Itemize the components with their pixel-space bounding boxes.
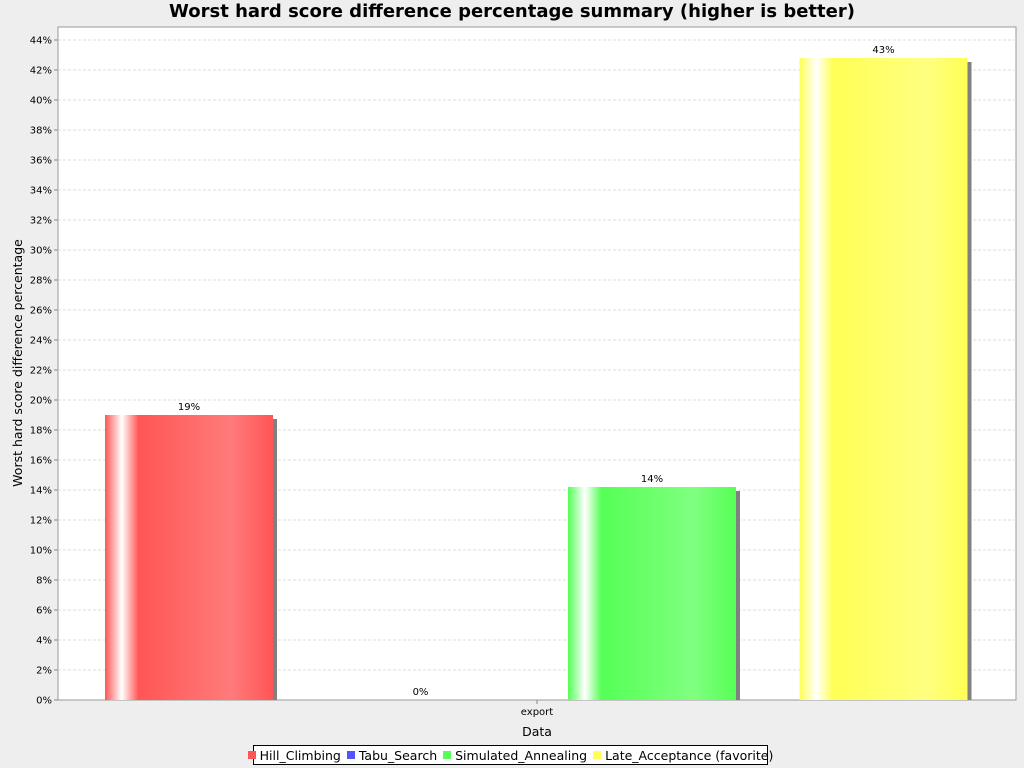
y-tick-label: 26% bbox=[30, 306, 52, 317]
data-label: 19% bbox=[178, 402, 200, 413]
data-label: 0% bbox=[413, 687, 429, 698]
y-tick-label: 40% bbox=[30, 96, 52, 107]
y-axis: 0% 2% 4% 6% 8% 10% 12% 14% 16% 18% 20% 22% 24% 26% 28%… bbox=[30, 36, 554, 719]
legend-swatch bbox=[247, 751, 256, 759]
bar-simulated-annealing bbox=[568, 487, 736, 700]
chart-title: Worst hard score difference percentage s… bbox=[169, 1, 855, 22]
bar-late-acceptance-favorite- bbox=[799, 58, 968, 700]
y-tick-label: 24% bbox=[30, 336, 52, 347]
legend-item: Simulated_Annealing bbox=[443, 748, 587, 763]
y-tick-label: 16% bbox=[30, 456, 52, 467]
y-tick-label: 22% bbox=[30, 366, 52, 377]
legend-label: Simulated_Annealing bbox=[455, 747, 588, 763]
y-tick-label: 6% bbox=[36, 606, 52, 617]
legend-swatch bbox=[443, 751, 452, 759]
bars: 19% 0% 14% 43% bbox=[105, 45, 972, 700]
y-tick-label: 4% bbox=[36, 636, 52, 647]
legend: Hill_Climbing Tabu_Search Simulated_Anneal… bbox=[247, 745, 773, 765]
bar-hill-climbing bbox=[105, 415, 273, 700]
y-tick-label: 44% bbox=[30, 36, 52, 47]
y-tick-label: 42% bbox=[30, 66, 52, 77]
legend-label: Hill_Climbing bbox=[259, 747, 341, 763]
y-tick-label: 12% bbox=[30, 516, 52, 527]
y-tick-label: 28% bbox=[30, 276, 52, 287]
y-tick-label: 32% bbox=[30, 216, 52, 227]
legend-item: Late_Acceptance (favorite) bbox=[593, 748, 773, 763]
y-tick-label: 10% bbox=[30, 546, 52, 557]
y-tick-label: 14% bbox=[30, 486, 52, 497]
legend-label: Late_Acceptance (favorite) bbox=[605, 747, 774, 763]
legend-item: Tabu_Search bbox=[346, 747, 438, 763]
y-tick-label: 30% bbox=[30, 246, 52, 257]
data-label: 14% bbox=[641, 474, 663, 485]
legend-swatch bbox=[593, 751, 602, 759]
y-tick-label: 18% bbox=[30, 426, 52, 437]
legend-label: Tabu_Search bbox=[358, 747, 438, 763]
x-axis-label: Data bbox=[522, 724, 552, 739]
y-tick-label: 0% bbox=[36, 696, 52, 707]
y-tick-label: 20% bbox=[30, 396, 52, 407]
data-label: 43% bbox=[872, 45, 894, 56]
chart-svg: 0% 2% 4% 6% 8% 10% 12% 14% 16% 18% 20% 22% 24% 26% 28%… bbox=[10, 26, 1017, 739]
y-axis-label: Worst hard score difference percentage bbox=[10, 239, 25, 487]
x-tick-label: export bbox=[521, 707, 553, 718]
legend-swatch bbox=[346, 751, 355, 759]
y-tick-label: 8% bbox=[36, 576, 52, 587]
y-tick-label: 2% bbox=[36, 666, 52, 677]
y-tick-label: 34% bbox=[30, 186, 52, 197]
y-tick-label: 36% bbox=[30, 156, 52, 167]
y-tick-label: 38% bbox=[30, 126, 52, 137]
legend-item: Hill_Climbing bbox=[247, 747, 341, 763]
